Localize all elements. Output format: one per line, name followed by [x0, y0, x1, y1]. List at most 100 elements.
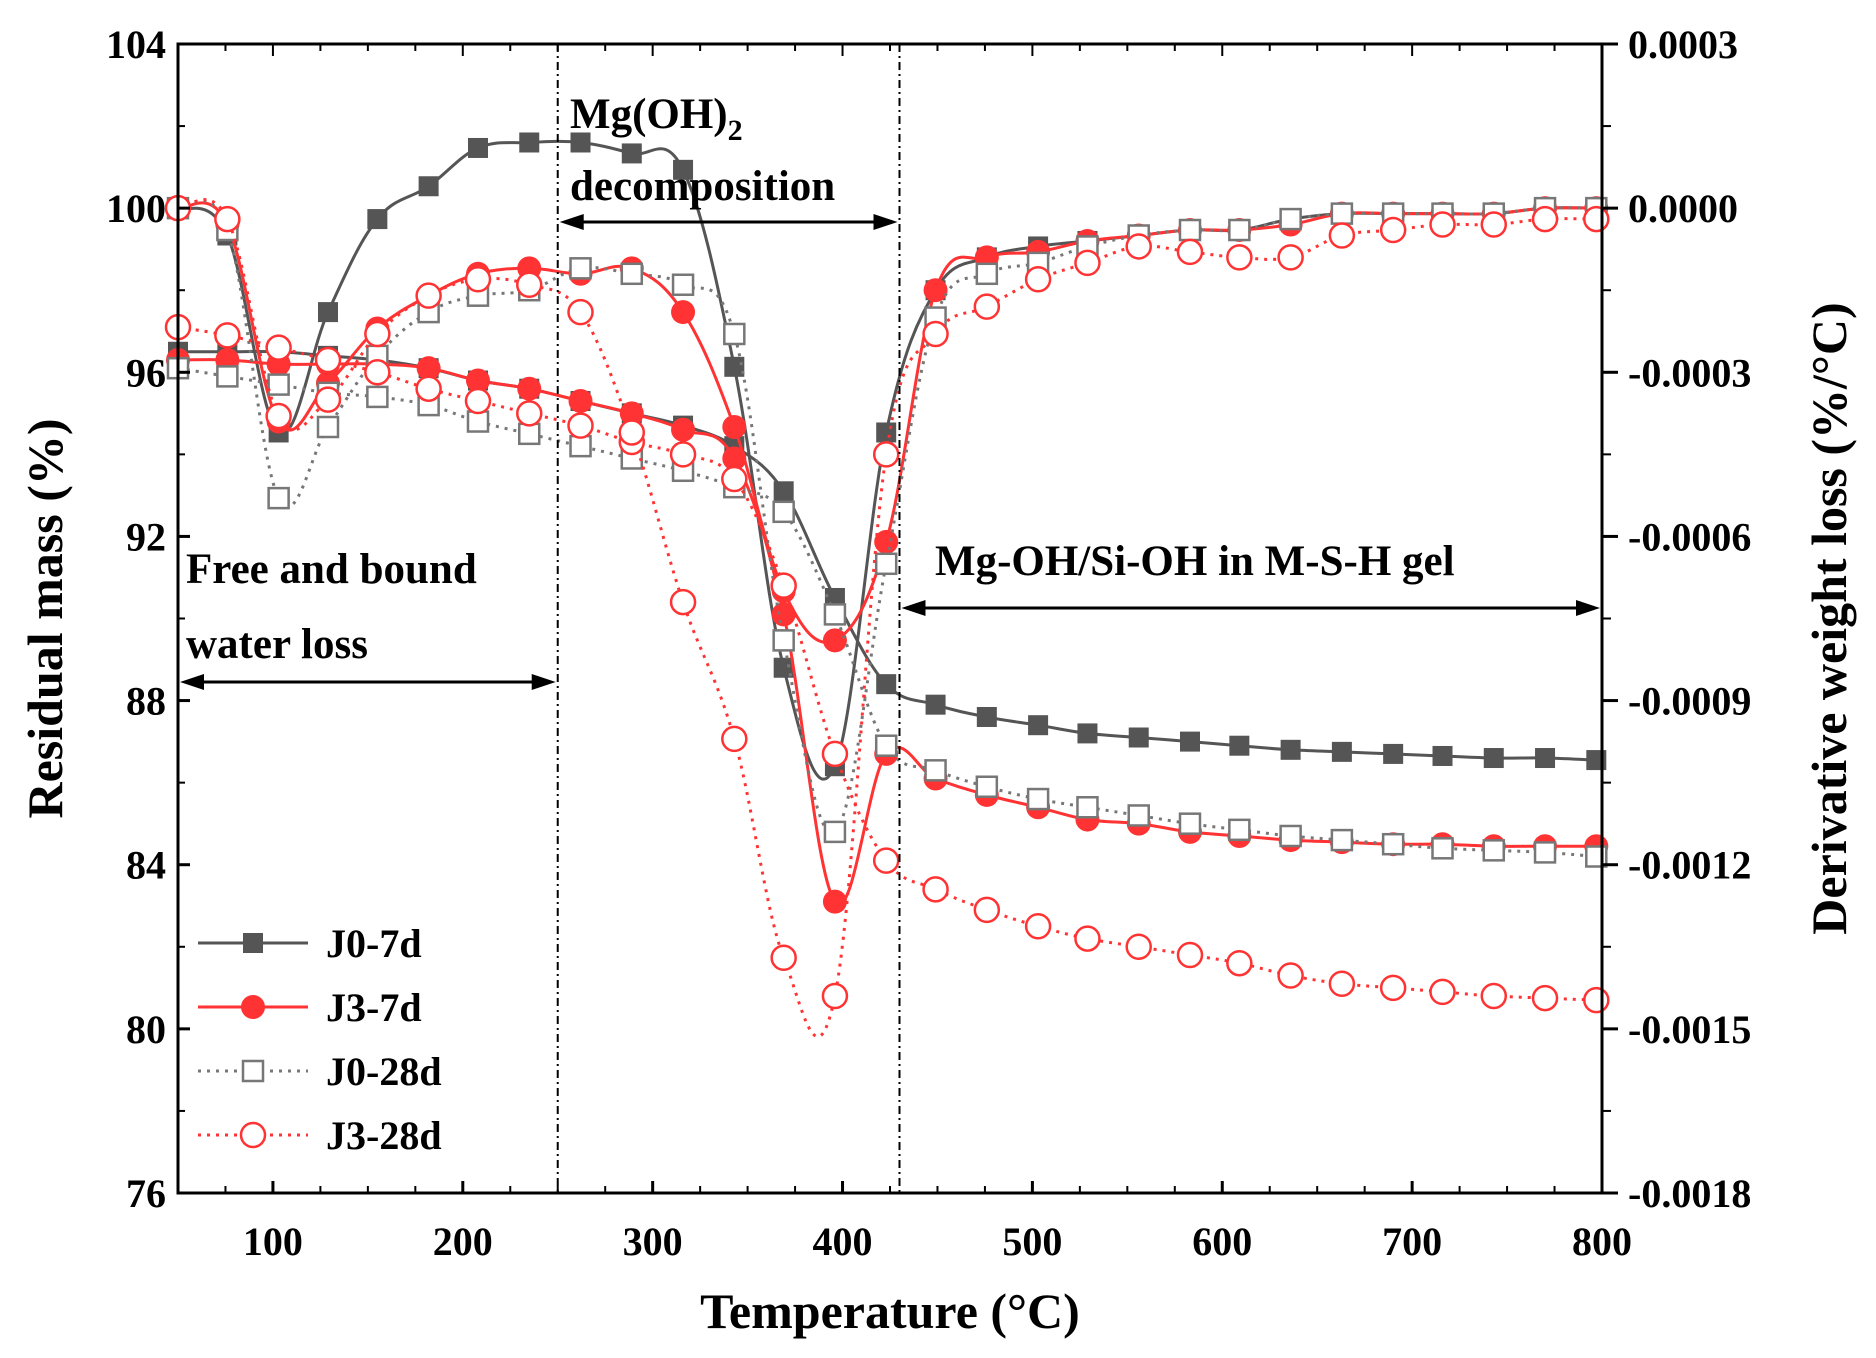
J3-28d-tg-point — [1379, 974, 1407, 1002]
J0-28d-dtg-point — [267, 486, 290, 510]
J3-28d-dtg-point — [1480, 211, 1508, 238]
J0-7d-dtg-point — [621, 143, 642, 164]
J3-28d-dtg-point — [1328, 222, 1356, 249]
J3-7d-tg-point — [465, 368, 490, 393]
J3-28d-tg-point — [1429, 978, 1456, 1006]
legend-item-J0-28d: J0-28d — [198, 1049, 442, 1094]
J3-28d-tg-point — [1583, 986, 1610, 1014]
J3-28d-dtg-point — [973, 293, 1001, 320]
J0-28d-tg-point — [1431, 837, 1454, 860]
J0-28d-tg-point — [1228, 818, 1251, 842]
J0-28d-tg-point — [1482, 839, 1506, 862]
J3-28d-dtg-point — [1024, 266, 1052, 293]
J0-28d-tg-point — [874, 734, 898, 757]
J3-28d-dtg-point — [1277, 244, 1304, 271]
J0-28d-tg-point — [267, 373, 290, 396]
J3-7d-dtg-point — [923, 278, 948, 303]
J0-28d-dtg-point — [1279, 207, 1302, 231]
J0-28d-tg-point — [1178, 812, 1202, 835]
x-tick-label: 300 — [623, 1219, 683, 1264]
J0-7d-tg-point — [1128, 727, 1149, 748]
J3-28d-dtg-point — [415, 282, 442, 309]
J3-7d-tg-point — [771, 602, 796, 627]
arrow-msh-gel-head-left — [901, 600, 926, 616]
x-tick-label: 800 — [1572, 1219, 1632, 1264]
legend-swatch-marker — [241, 1059, 265, 1083]
y-left-tick-label: 96 — [126, 350, 166, 395]
J0-7d-dtg-point — [773, 657, 794, 678]
J3-7d-dtg-point — [822, 628, 847, 653]
legend-label: J3-7d — [326, 985, 422, 1030]
J0-28d-tg-point — [1533, 841, 1557, 864]
J0-28d-dtg-point — [772, 629, 795, 652]
region-arrows — [180, 214, 1600, 690]
y-left-tick-label: 76 — [126, 1171, 166, 1216]
J0-7d-dtg-point — [367, 209, 388, 230]
J0-7d-tg-point — [925, 694, 946, 715]
arrow-free-water-head-left — [180, 674, 204, 690]
J3-28d-tg-point — [1074, 925, 1101, 952]
y-left-tick-label: 80 — [126, 1007, 166, 1052]
y-right-tick-label: -0.0015 — [1628, 1007, 1751, 1052]
J3-7d-tg-point — [619, 401, 644, 426]
legend-swatch-marker — [243, 933, 263, 953]
J3-28d-dtg-point — [1226, 244, 1253, 271]
x-tick-label: 500 — [1002, 1219, 1062, 1264]
J0-28d-tg-point — [1127, 804, 1150, 827]
J3-28d-tg-point — [1277, 962, 1304, 989]
legend-label: J0-7d — [326, 921, 422, 966]
J3-28d-tg-point — [872, 847, 900, 874]
J3-28d-tg-point — [1125, 933, 1152, 961]
J3-7d-tg-point — [517, 376, 542, 401]
J3-7d-tg-point — [671, 417, 696, 442]
y-right-tick-label: 0.0003 — [1628, 22, 1738, 67]
legend-label: J3-28d — [326, 1113, 442, 1158]
J3-28d-tg-point — [922, 876, 949, 903]
annotation-free-water-line2: water loss — [186, 621, 368, 668]
annotation-free-water: Free and bound water loss — [186, 546, 477, 668]
legend-swatch-marker — [241, 995, 265, 1019]
y-axis-left-title: Residual mass (%) — [17, 418, 73, 818]
legend-item-J3-7d: J3-7d — [198, 985, 422, 1030]
J3-28d-tg-point — [364, 359, 391, 386]
J0-28d-dtg-point — [620, 262, 644, 286]
J3-28d-dtg-point — [770, 944, 797, 971]
arrow-mgoh2-head-left — [559, 214, 584, 230]
J3-28d-dtg-point — [922, 320, 949, 348]
J0-28d-tg-point — [1381, 832, 1405, 856]
x-axis-title: Temperature (°C) — [700, 1283, 1080, 1339]
y-left-tick-label: 92 — [126, 514, 166, 559]
y-left-tick-label: 100 — [106, 186, 166, 231]
J0-7d-tg-point — [1077, 723, 1098, 744]
y-left-tick-label: 104 — [106, 22, 166, 67]
J3-28d-tg-point — [214, 322, 241, 349]
y-right-tick-label: -0.0006 — [1628, 514, 1751, 559]
J3-7d-tg-point — [722, 446, 747, 471]
J0-7d-dtg-point — [673, 159, 694, 180]
J3-28d-tg-point — [1176, 941, 1204, 969]
annotation-mgoh2-subscript: 2 — [728, 114, 743, 147]
J3-28d-tg-point — [1328, 970, 1356, 997]
J0-28d-tg-point — [366, 385, 389, 409]
x-tick-label: 100 — [243, 1219, 303, 1264]
legend-item-J3-28d: J3-28d — [198, 1113, 442, 1158]
J0-28d-dtg-point — [671, 273, 695, 296]
J3-28d-tg-point — [973, 896, 1001, 924]
J3-28d-dtg-point — [567, 298, 594, 326]
J3-7d-tg-point — [822, 889, 847, 914]
legend: J0-7d J3-7d J0-28d J3-28d — [198, 921, 442, 1158]
x-tick-label: 400 — [813, 1219, 873, 1264]
x-tick-label: 700 — [1382, 1219, 1442, 1264]
annotation-mgoh2-line1: Mg(OH)2 — [570, 91, 743, 147]
J0-7d-dtg-point — [467, 137, 488, 158]
arrow-free-water-head-right — [531, 674, 556, 690]
J3-28d-dtg-point — [821, 982, 849, 1010]
y-right-tick-label: -0.0009 — [1628, 679, 1751, 724]
y-axis-right-title: Derivative weight loss (%/°C) — [1801, 302, 1857, 934]
J0-28d-tg-point — [518, 422, 541, 446]
J3-7d-dtg-point — [874, 529, 899, 554]
J3-28d-dtg-point — [669, 588, 697, 616]
J3-28d-tg-point — [669, 441, 697, 468]
J3-28d-dtg-point — [721, 725, 748, 753]
